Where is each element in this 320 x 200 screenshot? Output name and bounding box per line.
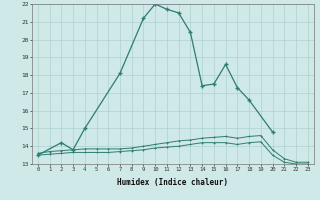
X-axis label: Humidex (Indice chaleur): Humidex (Indice chaleur) [117, 178, 228, 187]
